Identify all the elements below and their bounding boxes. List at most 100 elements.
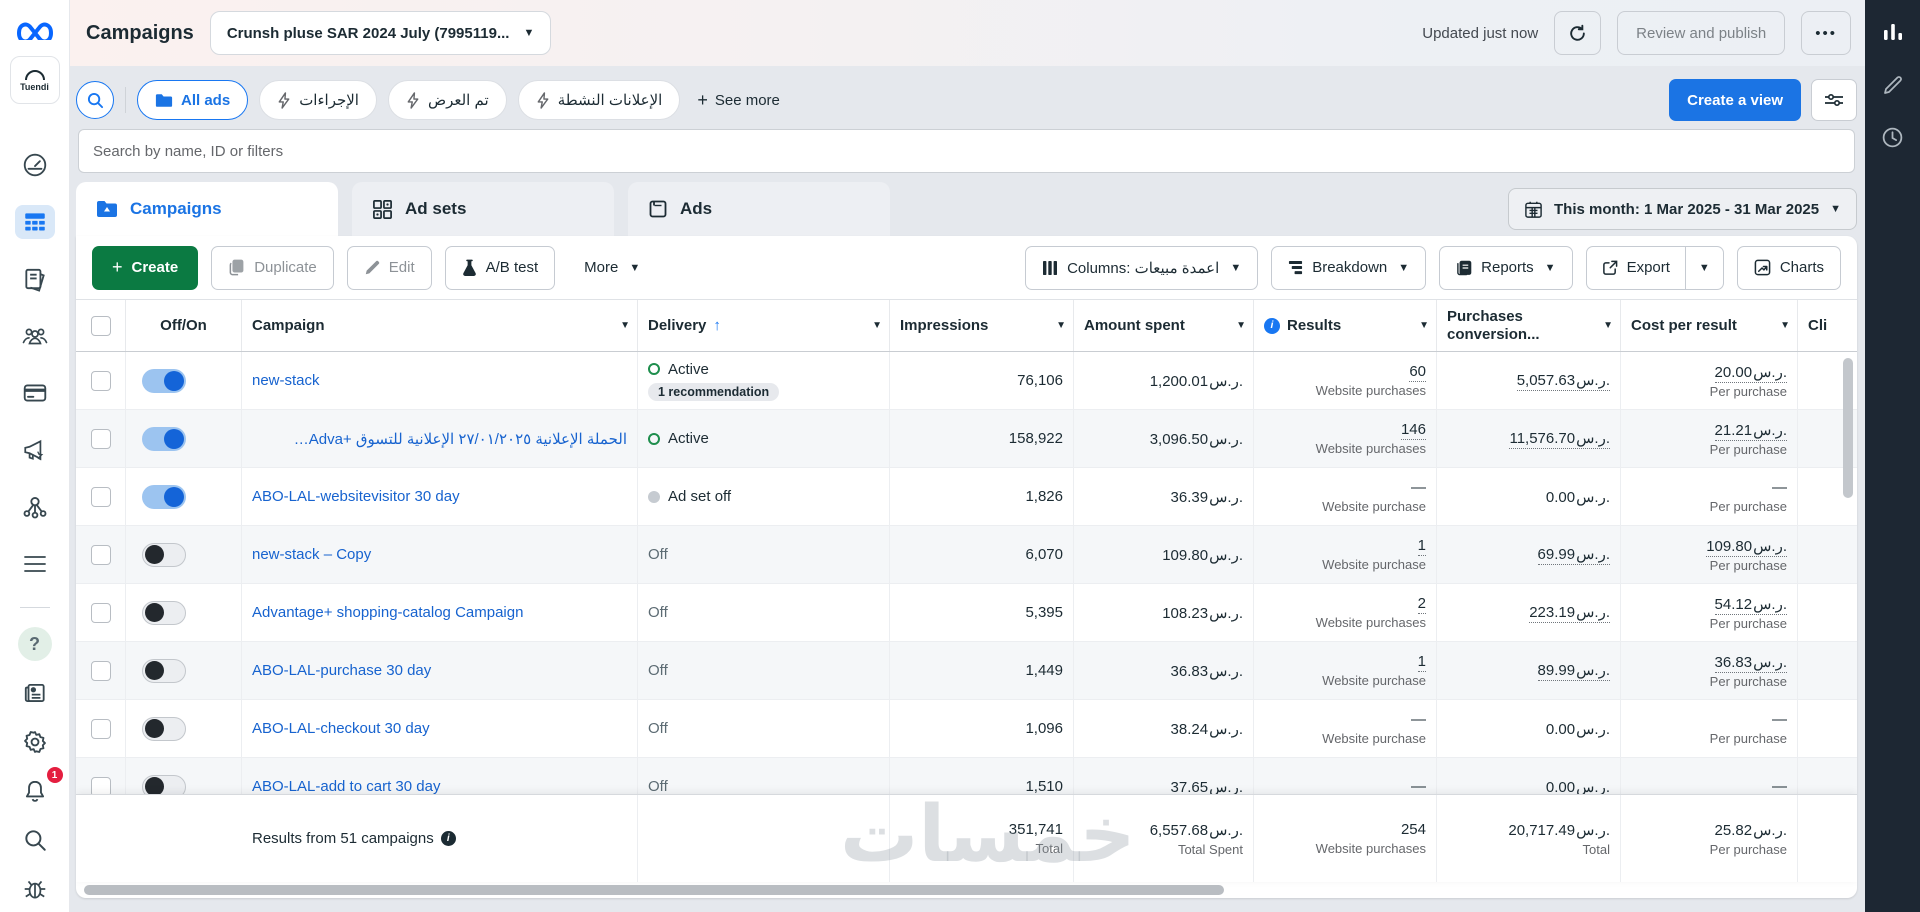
campaign-link[interactable]: الحملة الإعلانية ٢٧/٠١/٢٠٢٥ الإعلانية لل… [293, 430, 627, 448]
all-tools-menu-icon[interactable] [15, 547, 55, 581]
info-icon[interactable]: i [440, 831, 456, 846]
more-button[interactable]: More ▼ [568, 246, 656, 290]
pages-nav-icon[interactable] [15, 262, 55, 296]
filter-chip-all-ads[interactable]: All ads [137, 80, 249, 120]
business-account-logo[interactable]: Tuendi [9, 56, 60, 104]
ab-test-button[interactable]: A/B test [444, 245, 556, 290]
sort-caret-icon[interactable]: ▼ [1780, 319, 1790, 331]
info-icon[interactable]: i [1264, 317, 1280, 334]
breakdown-button[interactable]: Breakdown ▼ [1271, 245, 1427, 290]
campaign-toggle[interactable] [142, 484, 186, 509]
meta-logo-icon[interactable] [15, 14, 55, 40]
audiences-nav-icon[interactable] [15, 319, 55, 353]
news-icon[interactable] [15, 676, 55, 710]
sort-caret-icon[interactable]: ▼ [1603, 319, 1613, 331]
select-all-checkbox[interactable] [90, 315, 111, 336]
history-clock-icon[interactable] [1881, 126, 1904, 149]
columns-button[interactable]: Columns: اعمدة مبيعات ▼ [1025, 245, 1259, 290]
help-icon[interactable]: ? [17, 627, 52, 661]
campaign-link[interactable]: ABO-LAL-add to cart 30 day [252, 778, 441, 795]
cost-per-result-value[interactable]: 20.00ر.س. [1714, 363, 1787, 383]
column-header-cost-per-result[interactable]: Cost per result ▼ [1621, 300, 1798, 351]
search-input[interactable] [78, 129, 1855, 173]
row-checkbox[interactable] [90, 602, 111, 623]
purchases-conversion-value[interactable]: 89.99ر.س. [1537, 661, 1610, 681]
filter-chip-active-ads[interactable]: الإعلانات النشطة [517, 80, 681, 120]
edit-pencil-icon[interactable] [1882, 74, 1904, 96]
filter-chip-delivered[interactable]: تم العرض [387, 80, 507, 120]
assets-nav-icon[interactable] [15, 490, 55, 524]
campaign-link[interactable]: new-stack [252, 372, 320, 389]
review-and-publish-button[interactable]: Review and publish [1617, 11, 1786, 55]
search-nav-icon[interactable] [15, 823, 55, 857]
purchases-conversion-value[interactable]: 69.99ر.س. [1537, 545, 1610, 565]
see-more-button[interactable]: + See more [697, 89, 780, 110]
create-a-view-button[interactable]: Create a view [1669, 79, 1801, 121]
results-value[interactable]: 1 [1417, 653, 1426, 672]
tab-ads[interactable]: Ads [628, 182, 890, 236]
charts-button[interactable]: Charts [1736, 245, 1841, 290]
results-value[interactable]: 146 [1400, 421, 1426, 440]
create-button[interactable]: + Create [92, 245, 199, 290]
sort-caret-icon[interactable]: ▼ [872, 319, 882, 331]
row-checkbox[interactable] [90, 486, 111, 507]
campaign-toggle[interactable] [142, 542, 186, 567]
purchases-conversion-value[interactable]: 223.19ر.س. [1529, 603, 1610, 623]
cost-per-result-value[interactable]: 36.83ر.س. [1714, 653, 1787, 673]
vertical-scrollbar[interactable] [1843, 358, 1853, 498]
campaign-toggle[interactable] [142, 368, 186, 393]
campaign-toggle[interactable] [142, 426, 186, 451]
reports-button[interactable]: Reports ▼ [1439, 245, 1573, 290]
duplicate-button[interactable]: Duplicate [211, 245, 334, 290]
notifications-bell-icon[interactable]: 1 [15, 767, 63, 808]
purchases-conversion-value[interactable]: 11,576.70ر.س. [1509, 429, 1610, 449]
campaign-link[interactable]: ABO-LAL-purchase 30 day [252, 662, 432, 679]
row-checkbox[interactable] [90, 660, 111, 681]
filter-chip-actions[interactable]: الإجراءات [259, 80, 377, 120]
campaign-link[interactable]: new-stack – Copy [252, 546, 372, 563]
row-checkbox[interactable] [90, 718, 111, 739]
ads-nav-icon[interactable] [15, 433, 55, 467]
bug-report-icon[interactable] [15, 872, 55, 906]
row-checkbox[interactable] [90, 428, 111, 449]
column-header-impressions[interactable]: Impressions ▼ [890, 300, 1074, 351]
column-header-results[interactable]: i Results ▼ [1254, 300, 1437, 351]
campaign-toggle[interactable] [142, 716, 186, 741]
campaign-toggle[interactable] [142, 658, 186, 683]
campaign-link[interactable]: ABO-LAL-websitevisitor 30 day [252, 488, 460, 505]
recommendation-badge[interactable]: 1 recommendation [648, 382, 780, 401]
filter-search-button[interactable] [76, 81, 114, 119]
results-value[interactable]: 60 [1409, 363, 1426, 382]
account-overview-icon[interactable] [15, 148, 55, 182]
sort-caret-icon[interactable]: ▼ [1236, 319, 1246, 331]
tab-campaigns[interactable]: Campaigns [76, 182, 338, 236]
row-checkbox[interactable] [90, 544, 111, 565]
billing-nav-icon[interactable] [15, 376, 55, 410]
date-range-picker[interactable]: This month: 1 Mar 2025 - 31 Mar 2025 ▼ [1508, 188, 1857, 230]
sort-caret-icon[interactable]: ▼ [1056, 319, 1066, 331]
insights-chart-icon[interactable] [1881, 20, 1905, 44]
campaign-link[interactable]: Advantage+ shopping-catalog Campaign [252, 604, 524, 621]
campaigns-nav-icon[interactable] [14, 205, 55, 239]
sort-caret-icon[interactable]: ▼ [1419, 319, 1429, 331]
cost-per-result-value[interactable]: 21.21ر.س. [1714, 421, 1787, 441]
cost-per-result-value[interactable]: 109.80ر.س. [1706, 537, 1787, 557]
row-checkbox[interactable] [90, 370, 111, 391]
column-header-campaign[interactable]: Campaign ▼ [242, 300, 638, 351]
more-options-button[interactable]: ••• [1801, 11, 1851, 55]
campaign-toggle[interactable] [142, 600, 186, 625]
export-options-caret[interactable]: ▼ [1684, 246, 1723, 289]
horizontal-scrollbar[interactable] [84, 885, 1224, 895]
results-value[interactable]: 2 [1417, 595, 1426, 614]
refresh-button[interactable] [1554, 11, 1602, 55]
column-header-purchases-conversion[interactable]: Purchases conversion... ▼ [1437, 300, 1621, 351]
account-picker[interactable]: Crunsh pluse SAR 2024 July (7995119... ▼ [209, 11, 552, 55]
results-value[interactable]: 1 [1417, 537, 1426, 556]
view-settings-button[interactable] [1811, 79, 1857, 121]
settings-gear-icon[interactable] [15, 725, 55, 759]
edit-button[interactable]: Edit [346, 245, 432, 290]
column-header-amount-spent[interactable]: Amount spent ▼ [1074, 300, 1254, 351]
export-button[interactable]: Export [1587, 247, 1685, 289]
column-header-delivery[interactable]: Delivery ↑ ▼ [638, 300, 890, 351]
campaign-link[interactable]: ABO-LAL-checkout 30 day [252, 720, 430, 737]
